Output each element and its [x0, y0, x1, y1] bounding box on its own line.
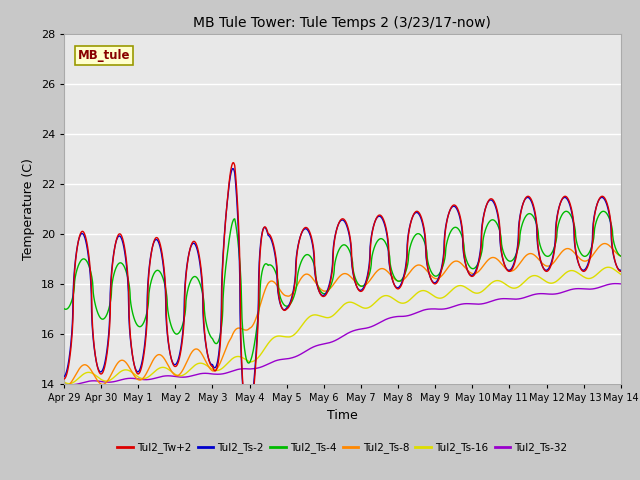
Title: MB Tule Tower: Tule Temps 2 (3/23/17-now): MB Tule Tower: Tule Temps 2 (3/23/17-now…	[193, 16, 492, 30]
X-axis label: Time: Time	[327, 408, 358, 421]
Text: MB_tule: MB_tule	[78, 49, 131, 62]
Y-axis label: Temperature (C): Temperature (C)	[22, 158, 35, 260]
Legend: Tul2_Tw+2, Tul2_Ts-2, Tul2_Ts-4, Tul2_Ts-8, Tul2_Ts-16, Tul2_Ts-32: Tul2_Tw+2, Tul2_Ts-2, Tul2_Ts-4, Tul2_Ts…	[113, 438, 572, 457]
